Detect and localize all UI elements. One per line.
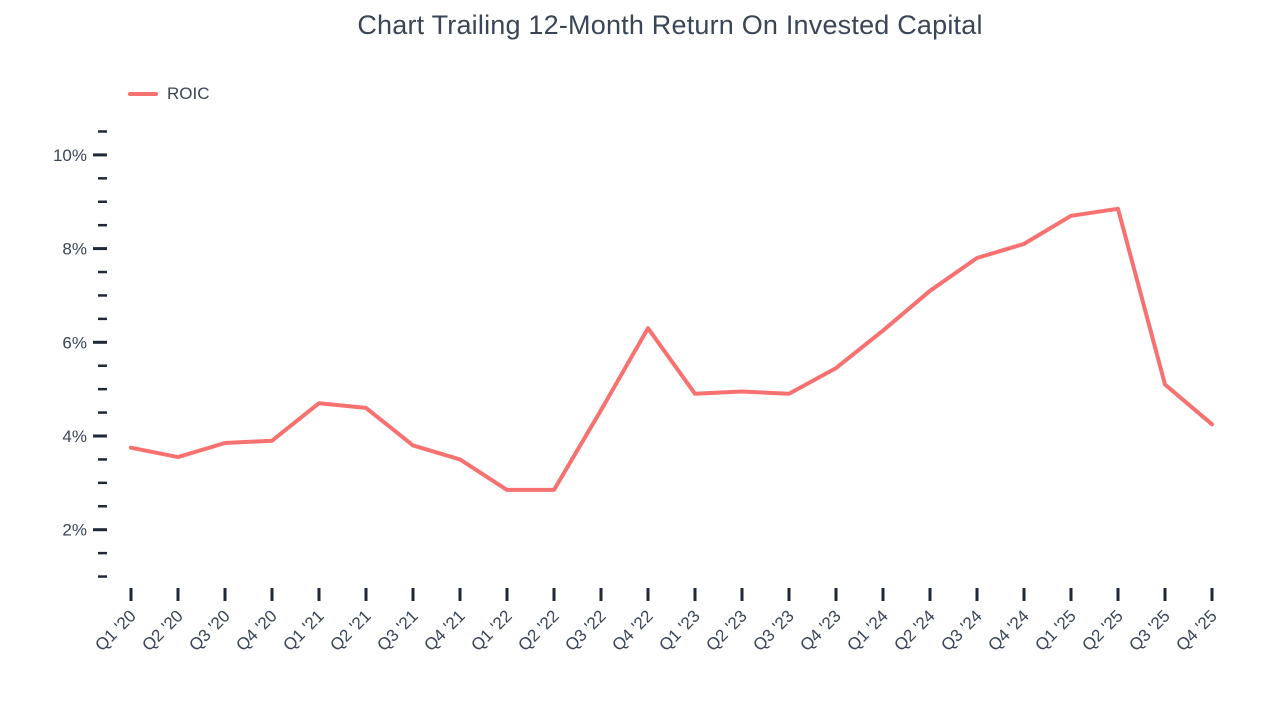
legend-line-swatch <box>128 92 158 96</box>
x-tick-label: Q4 '25 <box>1172 606 1220 654</box>
x-tick-label: Q3 '25 <box>1125 606 1173 654</box>
x-tick-label: Q2 '23 <box>702 606 750 654</box>
y-tick-label: 2% <box>62 521 87 540</box>
x-tick-label: Q4 '24 <box>984 606 1032 654</box>
x-tick-label: Q2 '20 <box>138 606 186 654</box>
legend-label: ROIC <box>167 84 210 103</box>
x-tick-label: Q1 '21 <box>279 606 327 654</box>
x-tick-label: Q1 '24 <box>843 606 891 654</box>
x-tick-label: Q2 '24 <box>890 606 938 654</box>
x-tick-label: Q1 '23 <box>655 606 703 654</box>
x-tick-label: Q4 '20 <box>232 606 280 654</box>
legend-item-roic[interactable]: ROIC <box>128 84 210 104</box>
x-tick-label: Q1 '22 <box>467 606 515 654</box>
y-tick-label: 8% <box>62 240 87 259</box>
x-tick-label: Q2 '21 <box>326 606 374 654</box>
x-tick-label: Q4 '21 <box>420 606 468 654</box>
plot-area[interactable] <box>129 206 1214 492</box>
y-tick-label: 10% <box>53 146 87 165</box>
x-tick-label: Q2 '25 <box>1078 606 1126 654</box>
legend: ROIC <box>128 84 210 104</box>
x-tick-label: Q3 '20 <box>185 606 233 654</box>
roic-series-line[interactable] <box>129 206 1214 492</box>
x-tick-label: Q2 '22 <box>514 606 562 654</box>
x-tick-label: Q3 '21 <box>373 606 421 654</box>
x-tick-label: Q4 '22 <box>608 606 656 654</box>
x-tick-label: Q1 '20 <box>91 606 139 654</box>
x-tick-label: Q3 '23 <box>749 606 797 654</box>
y-tick-label: 6% <box>62 333 87 352</box>
x-tick-label: Q3 '24 <box>937 606 985 654</box>
y-axis: 2% 4% 6% 8% 10% <box>53 130 107 578</box>
chart-title: Chart Trailing 12-Month Return On Invest… <box>357 10 983 40</box>
y-tick-label: 4% <box>62 427 87 446</box>
x-tick-label: Q4 '23 <box>796 606 844 654</box>
x-tick-label: Q1 '25 <box>1031 606 1079 654</box>
x-tick-label: Q3 '22 <box>561 606 609 654</box>
